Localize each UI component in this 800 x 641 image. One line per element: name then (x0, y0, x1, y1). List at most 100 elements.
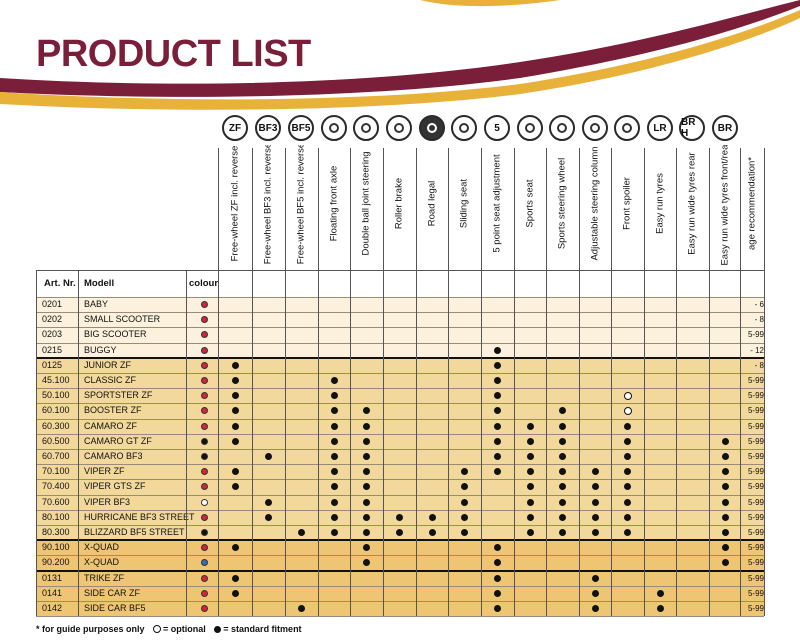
feature-header-10: Sports seat (514, 145, 547, 265)
standard-mark (460, 468, 468, 476)
standard-mark (623, 513, 631, 521)
standard-mark (493, 437, 501, 445)
art-nr: 0202 (42, 314, 63, 325)
feature-icon-13 (614, 115, 640, 141)
standard-mark (231, 589, 239, 597)
model-name: SPORTSTER ZF (84, 390, 153, 401)
age-recommendation: 5-99 (747, 528, 764, 537)
header-swoosh (0, 0, 800, 110)
standard-mark (558, 437, 566, 445)
colour-swatch (201, 346, 208, 354)
standard-mark (395, 513, 403, 521)
art-nr: 45.100 (42, 375, 70, 385)
age-recommendation: - 6 (754, 300, 764, 309)
table-row: 70.100 VIPER ZF 5-99 (36, 464, 764, 480)
table-row: 0125 JUNIOR ZF - 8 (36, 357, 764, 373)
colour-swatch (201, 574, 208, 582)
column-divider (318, 148, 319, 617)
standard-mark (526, 453, 534, 460)
standard-mark (231, 392, 239, 400)
feature-header-text: Road legal (426, 180, 438, 227)
table-row: 0131 TRIKE ZF 5-99 (36, 570, 764, 586)
standard-mark (591, 529, 599, 536)
column-divider (350, 148, 351, 617)
model-name: HURRICANE BF3 STREET (84, 511, 195, 522)
optional-mark (623, 392, 632, 401)
standard-mark (362, 468, 370, 476)
standard-mark (493, 544, 501, 552)
feature-header-11: Sports steering wheel (546, 145, 579, 265)
standard-mark (493, 377, 501, 384)
standard-mark (623, 422, 631, 430)
age-recommendation: - 12 (750, 345, 764, 355)
art-nr: 0142 (42, 603, 63, 613)
column-divider (285, 148, 286, 617)
standard-mark (493, 559, 501, 567)
age-recommendation: 5-99 (747, 376, 764, 385)
colour-swatch (201, 377, 208, 384)
footnote: * for guide purposes only = optional = s… (36, 624, 302, 634)
standard-mark (493, 407, 501, 415)
standard-mark (526, 483, 534, 491)
art-nr: 70.600 (42, 496, 70, 507)
colour-swatch (201, 422, 208, 430)
standard-mark (591, 574, 599, 582)
standard-mark (362, 407, 370, 415)
standard-mark (591, 589, 599, 597)
standard-mark (558, 529, 566, 536)
feature-header-17: age recommendation* (740, 145, 764, 265)
colour-swatch (201, 483, 208, 491)
standard-mark (721, 468, 729, 476)
standard-mark (362, 422, 370, 430)
table-row: 60.700 CAMARO BF3 5-99 (36, 449, 764, 465)
feature-header-16: Easy run wide tyres front/rear (709, 145, 742, 265)
feature-header-7: Road legal (416, 145, 449, 265)
table-row: 70.600 VIPER BF3 5-99 (36, 494, 764, 510)
model-name: SIDE CAR BF5 (84, 603, 146, 613)
colour-swatch (201, 559, 208, 567)
column-divider (546, 148, 547, 617)
column-divider (644, 148, 645, 617)
feature-header-8: Sliding seat (448, 145, 481, 265)
colour-swatch (201, 605, 208, 612)
feature-header-5: Double ball joint steering (350, 145, 383, 265)
colour-swatch (201, 513, 208, 521)
standard-mark (330, 513, 338, 521)
row-divider (36, 616, 764, 618)
standard-mark (721, 513, 729, 521)
row-divider (36, 418, 764, 420)
standard-mark (460, 483, 468, 491)
feature-icon-3: BF5 (288, 115, 314, 141)
standard-mark (656, 605, 664, 612)
art-nr: 80.100 (42, 511, 70, 522)
row-divider (36, 312, 764, 314)
standard-mark (526, 468, 534, 476)
column-divider (481, 148, 482, 617)
standard-mark (395, 529, 403, 536)
table-row: 0215 BUGGY - 12 (36, 342, 764, 358)
feature-icon-14: LR (647, 115, 673, 141)
feature-icon-1: ZF (222, 115, 248, 141)
art-nr: 90.100 (42, 542, 70, 553)
table-row: 60.300 CAMARO ZF 5-99 (36, 418, 764, 434)
standard-mark (493, 361, 501, 369)
age-recommendation: 5-99 (747, 573, 764, 583)
standard-mark (493, 605, 501, 612)
row-divider (36, 342, 764, 344)
row-divider (36, 373, 764, 374)
standard-mark (493, 346, 501, 354)
model-name: SMALL SCOOTER (84, 314, 161, 325)
model-name: X-QUAD (84, 557, 120, 568)
age-recommendation: 5-99 (747, 436, 764, 446)
page-title: PRODUCT LIST (36, 33, 311, 75)
feature-icon-7 (419, 115, 445, 141)
table-row: 0202 SMALL SCOOTER - 8 (36, 312, 764, 328)
standard-mark (231, 407, 239, 415)
art-nr: 60.300 (42, 420, 70, 431)
standard-mark (330, 453, 338, 460)
standard-mark (526, 529, 534, 536)
model-name: CAMARO ZF (84, 420, 137, 431)
model-name: TRIKE ZF (84, 572, 124, 583)
standard-mark (330, 529, 338, 536)
feature-header-text: Free-wheel BF5 incl. reverse (295, 145, 307, 265)
